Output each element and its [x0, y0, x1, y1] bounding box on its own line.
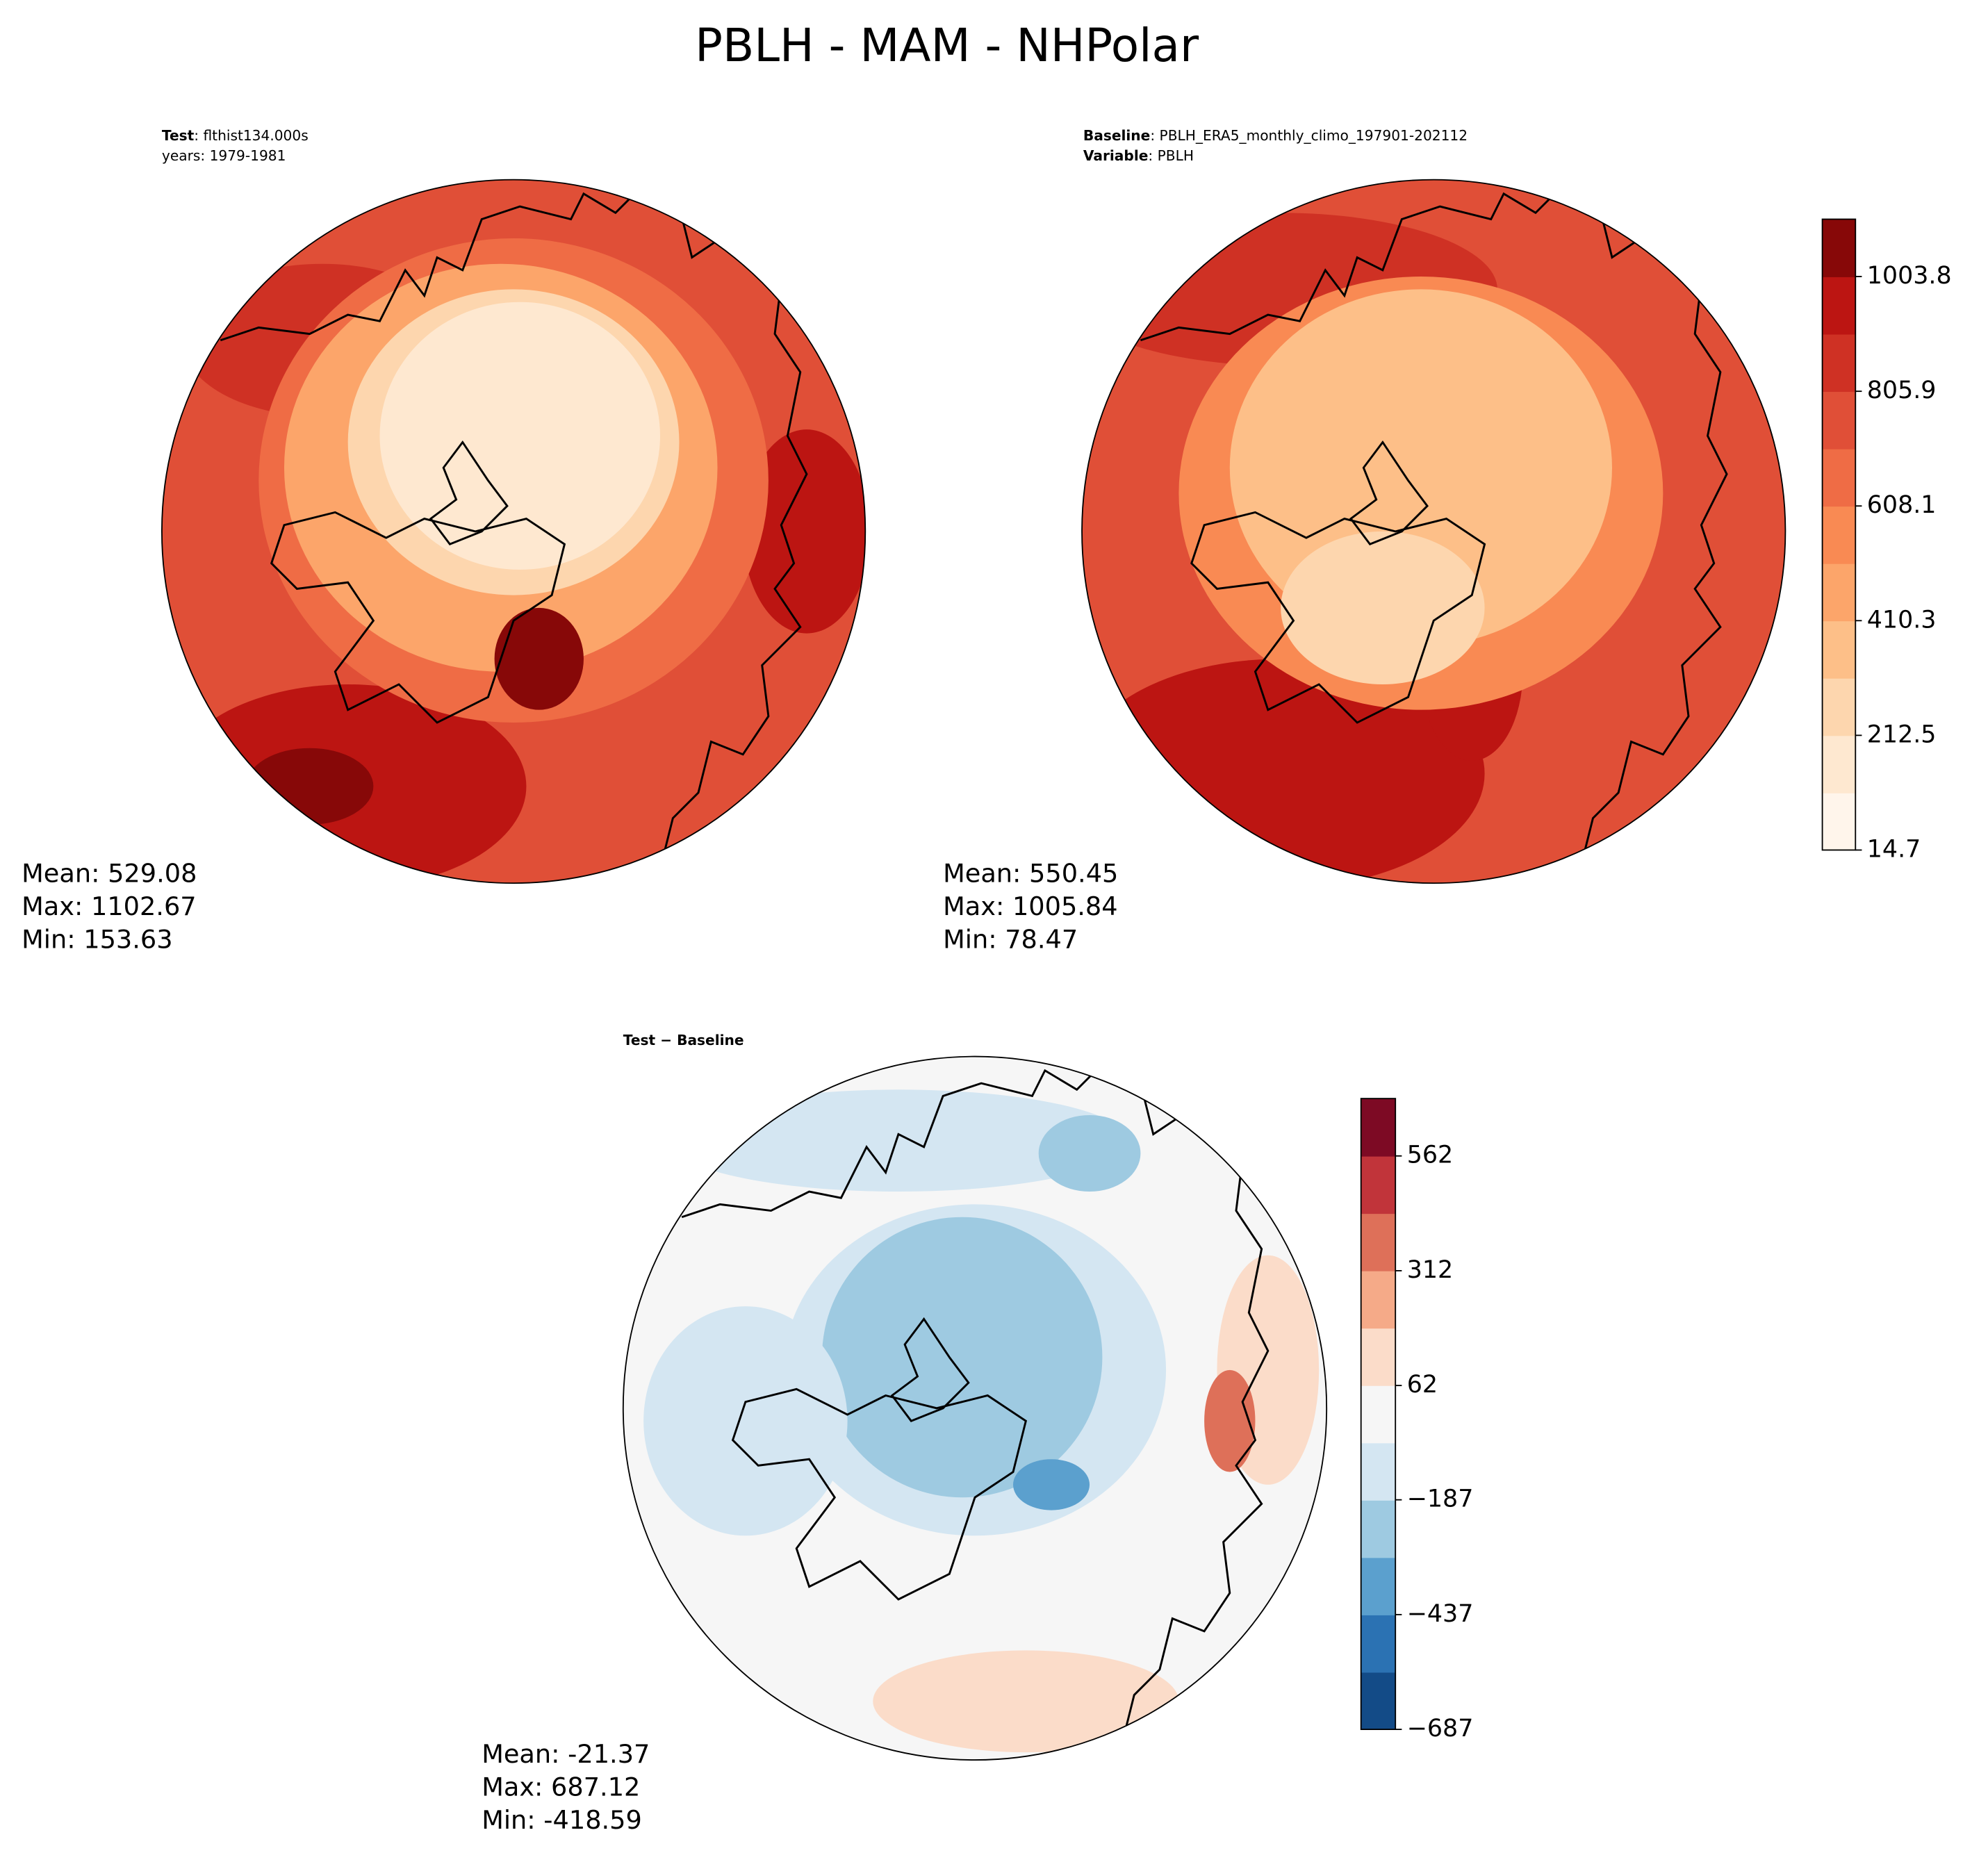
colorbar-tick-label: 14.7: [1867, 835, 1921, 863]
colorbar-band: [1361, 1442, 1396, 1501]
header-text: : PBLH: [1148, 147, 1194, 164]
stat-text: Mean: 550.45: [943, 858, 1118, 888]
stat-text: Max: 687.12: [482, 1772, 640, 1802]
colorbar-band: [1361, 1328, 1396, 1386]
map-border: [161, 179, 866, 884]
panel-header: Baseline: PBLH_ERA5_monthly_climo_197901…: [1083, 127, 1468, 144]
map-region: [1013, 1459, 1090, 1510]
map-border: [1081, 179, 1786, 884]
colorbar-tick-label: 608.1: [1867, 491, 1937, 519]
colorbar-band: [1361, 1614, 1396, 1673]
colorbar-band: [1822, 277, 1856, 335]
map-region: [245, 748, 374, 825]
map-region: [873, 1650, 1179, 1753]
colorbar-band: [1822, 333, 1856, 393]
map-region: [494, 607, 584, 710]
colorbar-band: [1822, 391, 1856, 450]
panel-header: years: 1979-1981: [162, 147, 286, 164]
colorbar-band: [1361, 1385, 1396, 1444]
stat-text: Mean: -21.37: [482, 1739, 650, 1769]
colorbar-frame: [1821, 218, 1857, 851]
map-region: [1204, 1369, 1256, 1472]
colorbar-band: [1361, 1155, 1396, 1214]
stat-text: Min: 78.47: [943, 925, 1078, 955]
map-region: [1038, 1114, 1141, 1192]
stat-text: Min: 153.63: [22, 925, 172, 955]
colorbar-tick-label: 562: [1407, 1142, 1453, 1169]
colorbar-tick-label: 805.9: [1867, 377, 1937, 404]
colorbar-band: [1822, 792, 1856, 851]
colorbar-tick-label: 312: [1407, 1256, 1453, 1284]
panel-header: Variable: PBLH: [1083, 147, 1194, 164]
colorbar-band: [1822, 219, 1856, 277]
colorbar-band: [1822, 563, 1856, 622]
stat-text: Min: -418.59: [482, 1805, 642, 1835]
header-text: : flthist134.000s: [194, 127, 308, 144]
header-label: Variable: [1083, 147, 1149, 164]
stat-text: Max: 1005.84: [943, 891, 1117, 921]
colorbar-band: [1361, 1213, 1396, 1271]
header-label: Test − Baseline: [623, 1032, 744, 1048]
colorbar-band: [1822, 735, 1856, 793]
map-region: [379, 302, 660, 570]
panel-header: Test − Baseline: [623, 1032, 744, 1048]
colorbar-tick-label: 1003.8: [1867, 262, 1952, 290]
colorbar-band: [1822, 677, 1856, 736]
colorbar-tick-label: −687: [1407, 1715, 1474, 1743]
colorbar-tick-label: −187: [1407, 1485, 1474, 1513]
colorbar-band: [1361, 1499, 1396, 1558]
colorbar-tick-label: 410.3: [1867, 606, 1937, 634]
map-border: [622, 1055, 1328, 1761]
colorbar-tick-label: −437: [1407, 1600, 1474, 1628]
colorbar-band: [1361, 1557, 1396, 1615]
map-region: [668, 1089, 1128, 1192]
colorbar-tick-label: 62: [1407, 1371, 1438, 1399]
header-label: Baseline: [1083, 127, 1150, 144]
map: [161, 179, 866, 884]
colorbar-band: [1822, 506, 1856, 564]
colorbar-band: [1361, 1672, 1396, 1730]
map-region: [821, 1217, 1103, 1498]
stat-text: Mean: 529.08: [22, 858, 197, 888]
map-region: [743, 429, 866, 634]
map-region: [1281, 531, 1485, 684]
colorbar-frame: [1360, 1098, 1397, 1730]
colorbar-band: [1361, 1270, 1396, 1329]
colorbar-band: [1822, 448, 1856, 507]
stat-text: Max: 1102.67: [22, 891, 196, 921]
colorbar-band: [1822, 620, 1856, 679]
header-text: years: 1979-1981: [162, 147, 286, 164]
map-region: [643, 1306, 848, 1536]
header-label: Test: [162, 127, 195, 144]
header-text: : PBLH_ERA5_monthly_climo_197901-202112: [1150, 127, 1468, 144]
figure-title: PBLH - MAM - NHPolar: [695, 19, 1199, 72]
map: [623, 1056, 1327, 1761]
colorbar-band: [1361, 1098, 1396, 1157]
colorbar-tick-label: 212.5: [1867, 720, 1937, 748]
map: [1082, 179, 1786, 884]
panel-header: Test: flthist134.000s: [162, 127, 309, 144]
